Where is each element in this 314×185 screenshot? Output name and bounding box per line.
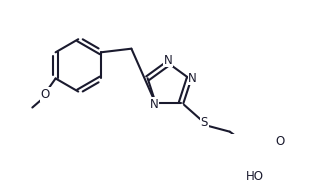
Text: N: N — [150, 97, 159, 111]
Text: O: O — [275, 135, 284, 148]
Text: S: S — [201, 117, 208, 130]
Text: N: N — [164, 54, 173, 67]
Text: N: N — [188, 72, 197, 85]
Text: O: O — [41, 88, 50, 101]
Text: HO: HO — [246, 169, 264, 183]
